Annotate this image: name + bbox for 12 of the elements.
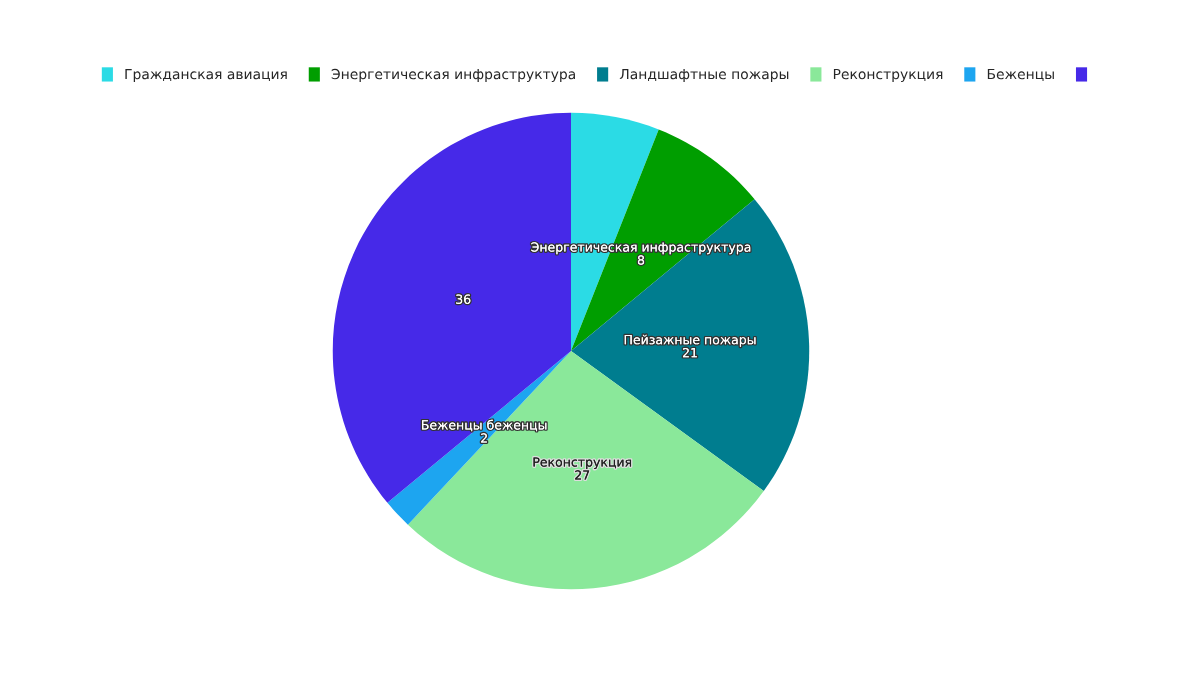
data-label: 27 [575,470,590,480]
legend-label: Реконструкция [833,68,943,82]
data-label: 2 [481,433,487,443]
data-label: 21 [683,347,697,358]
legend-label: Ландшафтные пожары [619,68,789,82]
legend-label: Энергетическая инфраструктура [331,68,575,82]
slice-label: Реконструкция [533,457,632,470]
data-label: 8 [637,255,645,265]
data-label: 36 [456,294,471,304]
legend-label: Беженцы [987,68,1054,82]
legend-label: Гражданская авиация [125,68,287,82]
text: Пейзажные пожары [624,334,756,347]
